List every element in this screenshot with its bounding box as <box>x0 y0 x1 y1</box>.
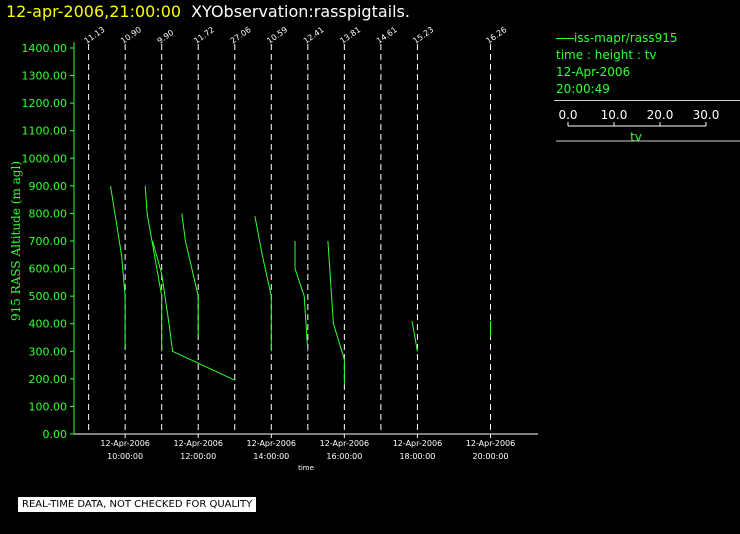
y-tick-label: 900.00 <box>29 180 68 193</box>
legend-series-label: iss-mapr/rass915 <box>574 31 678 45</box>
tv-scale: 0.0 10.0 20.0 30.0 tv <box>556 108 740 142</box>
legend-time: 20:00:49 <box>556 82 610 96</box>
x-axis-title: time <box>298 464 314 472</box>
legend-description: time : height : tv <box>556 48 657 62</box>
scale-tick-label: 10.0 <box>601 108 628 122</box>
legend-panel: iss-mapr/rass915 time : height : tv 12-A… <box>554 30 740 101</box>
data-series-2 <box>144 185 163 352</box>
scale-title: tv <box>630 130 642 142</box>
chart-header: 12-apr-2006,21:00:00 XYObservation:rasspi… <box>6 2 410 21</box>
profile-label: 10.59 <box>265 25 289 46</box>
y-tick-label: 500.00 <box>29 290 68 303</box>
x-tick-time: 16:00:00 <box>326 452 362 461</box>
y-tick-label: 200.00 <box>29 373 68 386</box>
quality-notice: REAL-TIME DATA, NOT CHECKED FOR QUALITY <box>18 497 257 512</box>
y-tick-label: 700.00 <box>29 235 68 248</box>
scale-tick-label: 0.0 <box>558 108 577 122</box>
profile-label: 15.23 <box>411 25 435 46</box>
profile-label: 27.06 <box>229 25 253 46</box>
y-tick-label: 800.00 <box>29 207 68 220</box>
x-tick-date: 12-Apr-2006 <box>247 439 296 448</box>
x-tick-date: 12-Apr-2006 <box>393 439 442 448</box>
profile-label: 14.61 <box>375 25 399 46</box>
data-series-5 <box>254 216 272 352</box>
data-series-1 <box>110 185 126 349</box>
legend-date: 12-Apr-2006 <box>556 65 631 79</box>
y-tick-label: 0.00 <box>43 428 68 441</box>
y-tick-label: 1400.00 <box>22 42 68 55</box>
profile-label: 12.41 <box>302 25 326 46</box>
x-tick-date: 12-Apr-2006 <box>320 439 369 448</box>
profile-label: 9.90 <box>156 28 176 46</box>
data-series-7 <box>327 240 345 385</box>
legend-divider <box>554 100 740 101</box>
scale-tick-label: 20.0 <box>647 108 674 122</box>
x-tick-date: 12-Apr-2006 <box>466 439 515 448</box>
x-tick-time: 12:00:00 <box>180 452 216 461</box>
data-series-6 <box>294 241 309 352</box>
x-tick-date: 12-Apr-2006 <box>100 439 149 448</box>
data-series-8 <box>411 320 418 352</box>
y-tick-label: 100.00 <box>29 400 68 413</box>
x-tick-time: 14:00:00 <box>253 452 289 461</box>
y-axis-title: 915 RASS Altitude (m agl) <box>9 161 23 321</box>
x-tick-time: 18:00:00 <box>399 452 435 461</box>
data-series-3 <box>152 240 236 381</box>
y-tick-label: 1200.00 <box>22 97 68 110</box>
data-series-4 <box>181 213 199 338</box>
profile-label: 16.26 <box>484 25 508 46</box>
profile-label: 11.72 <box>192 25 216 46</box>
header-date: 12-apr-2006,21:00:00 <box>6 2 182 21</box>
x-tick-time: 10:00:00 <box>107 452 143 461</box>
y-tick-label: 1100.00 <box>22 125 68 138</box>
profile-label: 10.90 <box>119 25 143 46</box>
y-tick-label: 1300.00 <box>22 70 68 83</box>
header-title: XYObservation:rasspigtails. <box>191 2 410 21</box>
legend-series: iss-mapr/rass915 <box>556 30 678 47</box>
scale-tick-label: 30.0 <box>693 108 720 122</box>
legend-line-swatch <box>556 38 574 39</box>
profile-label: 11.13 <box>83 25 107 46</box>
y-tick-label: 600.00 <box>29 263 68 276</box>
x-tick-time: 20:00:00 <box>473 452 509 461</box>
y-tick-label: 400.00 <box>29 318 68 331</box>
y-tick-label: 1000.00 <box>22 152 68 165</box>
x-tick-date: 12-Apr-2006 <box>173 439 222 448</box>
y-tick-label: 300.00 <box>29 345 68 358</box>
profile-label: 13.81 <box>338 25 362 46</box>
